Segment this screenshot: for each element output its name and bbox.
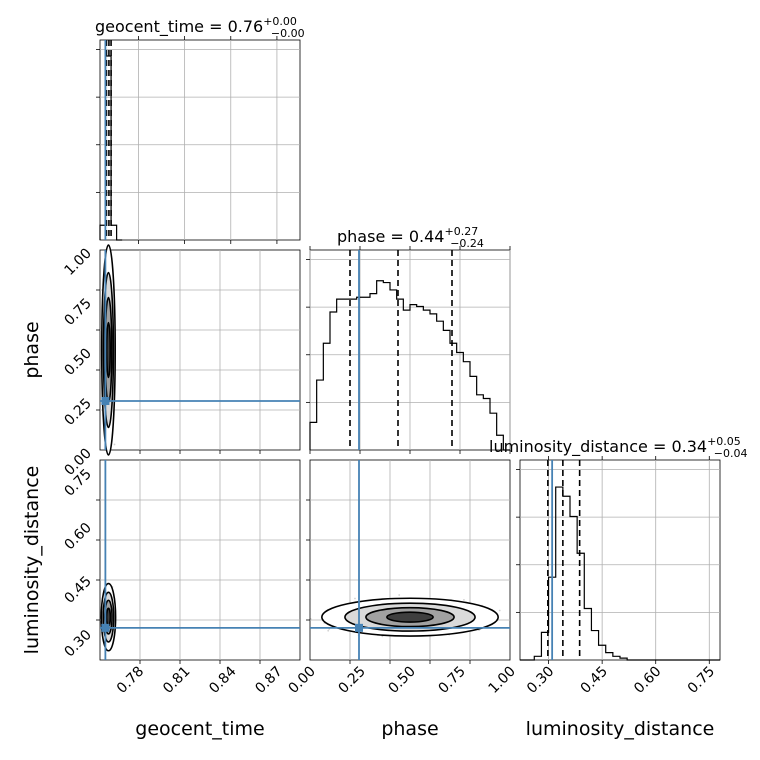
x-tick-label: 0.81 (160, 664, 193, 697)
title-phase: phase = 0.44+0.27 −0.24 (337, 225, 484, 250)
frame (99, 39, 301, 241)
density-level (386, 612, 434, 623)
sample-point (113, 443, 116, 446)
x-tick-label: 0.30 (524, 664, 557, 697)
contour-line (102, 591, 115, 643)
histogram-step (309, 280, 510, 451)
sample-point (463, 598, 465, 601)
panel-geocent-time-hist (96, 36, 301, 244)
x-tick-label: 0.50 (385, 664, 418, 697)
xlabel-luminosity-distance: luminosity_distance (526, 718, 715, 740)
contour-line (320, 597, 499, 637)
frame (99, 459, 301, 661)
sample-point (309, 618, 312, 620)
x-tick-label: 0.78 (114, 664, 147, 697)
sample-point (327, 629, 330, 632)
panel-geocent-vs-luminosity (96, 459, 301, 664)
x-tick-label: 0.84 (206, 663, 239, 696)
panel-phase-vs-luminosity (306, 459, 511, 664)
frame (309, 459, 511, 661)
contour-line (100, 582, 117, 652)
panel-geocent-vs-phase (96, 244, 301, 456)
contour-line (365, 606, 455, 628)
contour-line (386, 611, 434, 623)
truth-point (101, 397, 110, 405)
ylabel-luminosity-distance: luminosity_distance (21, 466, 43, 655)
sample-point (398, 594, 401, 596)
sample-point (354, 597, 356, 600)
panel-luminosity-distance-hist (516, 456, 721, 664)
truth-point (101, 623, 110, 632)
contour-line (102, 271, 115, 429)
contour-line (105, 321, 112, 379)
x-tick-label: 0.75 (435, 664, 468, 697)
xlabel-phase: phase (381, 718, 438, 740)
histogram-step (520, 486, 720, 661)
sample-point (498, 609, 501, 612)
panel-phase-hist (306, 246, 511, 454)
y-tick-label: 0.45 (61, 573, 94, 606)
title-geocent-time: geocent_time = 0.76+0.00 −0.00 (95, 15, 305, 40)
y-tick-label: 0.75 (61, 296, 94, 329)
x-tick-label: 0.25 (335, 664, 368, 697)
y-tick-label: 0.60 (61, 520, 94, 553)
frame (99, 249, 301, 451)
x-tick-label: 0.75 (685, 664, 718, 697)
contour-line (344, 602, 476, 632)
ylabel-phase: phase (21, 321, 43, 378)
x-tick-label: 0.45 (578, 664, 611, 697)
truth-point (355, 623, 363, 632)
x-tick-label: 0.00 (285, 664, 318, 697)
y-tick-label: 0.30 (61, 627, 94, 660)
y-tick-label: 1.00 (61, 246, 94, 279)
x-tick-label: 1.00 (485, 664, 518, 697)
y-tick-label: 0.25 (61, 396, 94, 429)
x-tick-label: 0.87 (252, 664, 285, 697)
x-tick-label: 0.60 (631, 664, 664, 697)
frame (519, 459, 721, 661)
contour-line (100, 244, 116, 456)
xlabel-geocent-time: geocent_time (135, 718, 264, 740)
title-luminosity-distance: luminosity_distance = 0.34+0.05 −0.04 (489, 435, 748, 460)
y-tick-label: 0.50 (61, 346, 94, 379)
